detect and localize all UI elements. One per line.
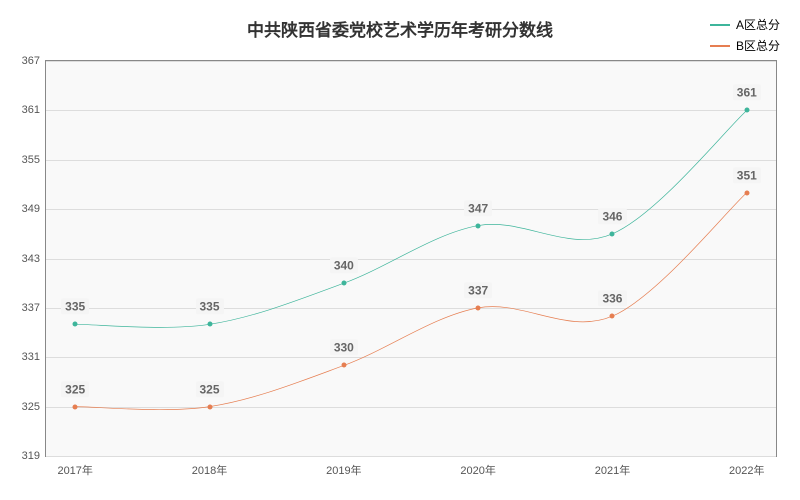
data-label: 325 <box>196 381 224 397</box>
legend-item-b: B区总分 <box>710 37 780 54</box>
series-line <box>75 193 747 410</box>
data-label: 325 <box>61 381 89 397</box>
data-point <box>476 305 481 310</box>
data-point <box>476 223 481 228</box>
chart-container: 中共陕西省委党校艺术学历年考研分数线 A区总分 B区总分 31932533133… <box>0 0 800 500</box>
y-tick-label: 361 <box>22 104 46 116</box>
legend-item-a: A区总分 <box>710 16 780 33</box>
series-line <box>75 110 747 327</box>
data-point <box>341 363 346 368</box>
data-point <box>207 322 212 327</box>
data-point <box>744 190 749 195</box>
x-tick-label: 2017年 <box>57 456 92 478</box>
data-point <box>207 404 212 409</box>
data-label: 351 <box>733 167 761 183</box>
data-label: 330 <box>330 340 358 356</box>
data-point <box>341 281 346 286</box>
legend-swatch-a <box>710 24 730 26</box>
grid-line <box>46 456 776 457</box>
x-tick-label: 2020年 <box>460 456 495 478</box>
x-tick-label: 2019年 <box>326 456 361 478</box>
y-tick-label: 367 <box>22 55 46 67</box>
data-label: 337 <box>464 282 492 298</box>
y-tick-label: 355 <box>22 154 46 166</box>
y-tick-label: 343 <box>22 253 46 265</box>
data-label: 340 <box>330 258 358 274</box>
x-tick-label: 2018年 <box>192 456 227 478</box>
data-label: 346 <box>598 208 626 224</box>
y-tick-label: 349 <box>22 203 46 215</box>
x-tick-label: 2022年 <box>729 456 764 478</box>
data-label: 335 <box>196 299 224 315</box>
y-tick-label: 325 <box>22 401 46 413</box>
data-point <box>73 322 78 327</box>
data-point <box>744 108 749 113</box>
data-point <box>610 314 615 319</box>
y-tick-label: 319 <box>22 450 46 462</box>
y-tick-label: 337 <box>22 302 46 314</box>
data-point <box>73 404 78 409</box>
data-point <box>610 231 615 236</box>
legend: A区总分 B区总分 <box>710 16 780 58</box>
data-label: 347 <box>464 200 492 216</box>
legend-label-a: A区总分 <box>736 16 780 33</box>
data-label: 361 <box>733 85 761 101</box>
data-label: 336 <box>598 290 626 306</box>
legend-swatch-b <box>710 45 730 47</box>
line-canvas <box>46 61 776 456</box>
x-tick-label: 2021年 <box>595 456 630 478</box>
data-label: 335 <box>61 299 89 315</box>
plot-area: 3193253313373433493553613672017年2018年201… <box>45 60 777 457</box>
legend-label-b: B区总分 <box>736 37 780 54</box>
chart-title: 中共陕西省委党校艺术学历年考研分数线 <box>247 16 553 41</box>
y-tick-label: 331 <box>22 351 46 363</box>
